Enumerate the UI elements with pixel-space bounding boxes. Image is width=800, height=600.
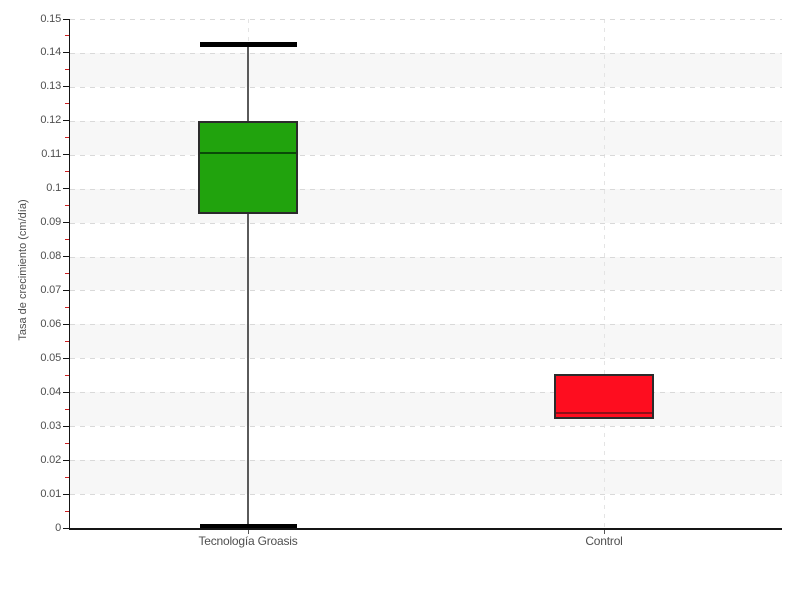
- y-major-tick: [62, 18, 69, 20]
- x-axis-line: [68, 528, 782, 530]
- x-grid-line: [604, 19, 605, 528]
- y-minor-tick: [64, 137, 69, 139]
- y-minor-tick: [64, 205, 69, 207]
- x-tick: [604, 529, 605, 534]
- y-minor-tick: [64, 35, 69, 37]
- y-tick-label: 0.08: [40, 250, 61, 263]
- y-tick-label: 0.07: [40, 283, 61, 296]
- plot-band: [70, 460, 782, 495]
- y-major-tick: [62, 425, 69, 427]
- median-line: [200, 152, 296, 155]
- y-minor-tick: [64, 476, 69, 478]
- plot-band: [70, 256, 782, 291]
- whisker-cap-top: [199, 42, 297, 47]
- y-minor-tick: [64, 306, 69, 308]
- y-tick-label: 0.09: [40, 216, 61, 229]
- y-tick-label: 0.05: [40, 351, 61, 364]
- y-grid-line: [70, 52, 782, 54]
- y-major-tick: [62, 86, 69, 88]
- y-tick-label: 0: [55, 521, 61, 534]
- plot-band: [70, 120, 782, 155]
- y-major-tick: [62, 52, 69, 54]
- y-grid-line: [70, 460, 782, 462]
- y-major-tick: [62, 154, 69, 156]
- y-tick-label: 0.02: [40, 453, 61, 466]
- y-major-tick: [62, 459, 69, 461]
- y-grid-line: [70, 324, 782, 326]
- y-minor-tick: [64, 374, 69, 376]
- box: [198, 120, 298, 215]
- y-tick-label: 0.12: [40, 114, 61, 127]
- y-grid-line: [70, 86, 782, 88]
- y-minor-tick: [64, 442, 69, 444]
- y-grid-line: [70, 392, 782, 394]
- y-tick-label: 0.15: [40, 12, 61, 25]
- plot-band: [70, 188, 782, 223]
- y-major-tick: [62, 527, 69, 529]
- y-grid-line: [70, 426, 782, 428]
- y-grid-line: [70, 358, 782, 360]
- x-tick-label: Tecnología Groasis: [198, 534, 298, 548]
- whisker-line: [247, 44, 249, 527]
- y-tick-label: 0.13: [40, 80, 61, 93]
- y-tick-label: 0.03: [40, 419, 61, 432]
- whisker-cap-bottom: [199, 524, 297, 529]
- y-grid-line: [70, 256, 782, 258]
- y-major-tick: [62, 289, 69, 291]
- plot-band: [70, 324, 782, 359]
- y-major-tick: [62, 323, 69, 325]
- x-tick-label: Control: [585, 534, 623, 548]
- y-minor-tick: [64, 340, 69, 342]
- plot-band: [70, 52, 782, 87]
- median-line: [556, 411, 652, 414]
- y-minor-tick: [64, 273, 69, 274]
- y-grid-line: [70, 222, 782, 224]
- y-minor-tick: [64, 239, 69, 241]
- y-minor-tick: [64, 69, 69, 71]
- y-major-tick: [62, 120, 69, 122]
- y-tick-label: 0.04: [40, 385, 61, 398]
- y-tick-label: 0.01: [40, 487, 61, 500]
- plot-band: [70, 392, 782, 427]
- y-axis-line: [68, 19, 70, 530]
- y-minor-tick: [64, 510, 69, 512]
- y-grid-line: [70, 19, 782, 20]
- y-major-tick: [62, 188, 69, 190]
- y-minor-tick: [64, 103, 69, 105]
- x-tick: [248, 529, 249, 534]
- y-tick-label: 0.11: [41, 148, 61, 161]
- y-grid-line: [70, 120, 782, 122]
- y-tick-label: 0.14: [40, 46, 61, 59]
- y-tick-label: 0.06: [40, 317, 61, 330]
- y-major-tick: [62, 222, 69, 224]
- y-grid-line: [70, 188, 782, 190]
- y-major-tick: [62, 357, 69, 359]
- y-minor-tick: [64, 408, 69, 410]
- y-tick-label: 0.1: [46, 182, 61, 195]
- y-major-tick: [62, 493, 69, 495]
- y-grid-line: [70, 494, 782, 496]
- y-minor-tick: [64, 171, 69, 173]
- y-grid-line: [70, 154, 782, 156]
- y-major-tick: [62, 256, 69, 258]
- y-grid-line: [70, 290, 782, 292]
- y-major-tick: [62, 391, 69, 393]
